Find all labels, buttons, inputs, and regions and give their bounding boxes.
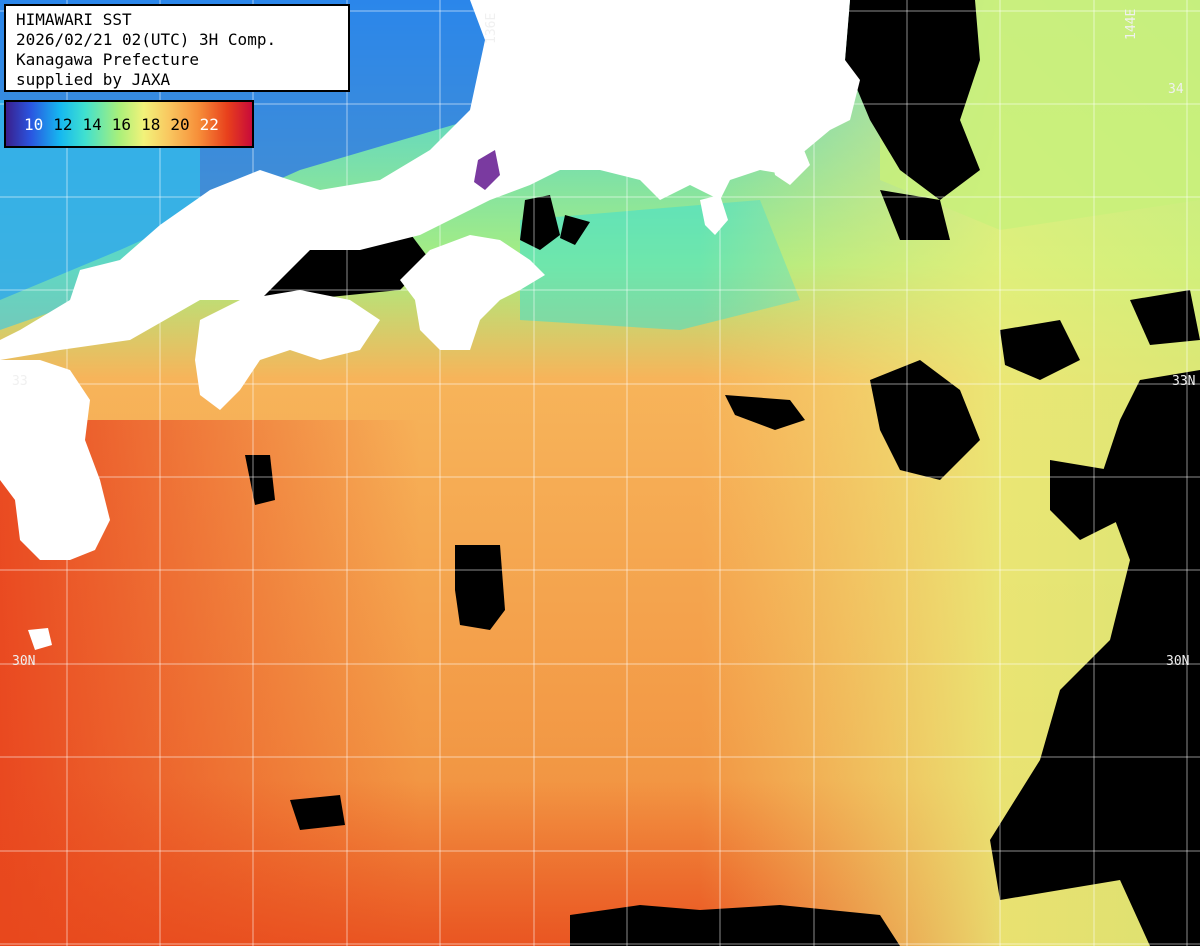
land-honshu [0,0,860,360]
legend-tick: 18 [141,115,161,134]
temperature-color-legend: 10 12 14 16 18 20 22 [4,100,254,148]
land-kyushu [0,360,110,560]
legend-tick: 22 [199,115,219,134]
latitude-label-30n-left: 30N [12,654,36,669]
timestamp-label: 2026/02/21 02(UTC) 3H Comp. [16,30,277,49]
legend-tick: 14 [82,115,102,134]
legend-tick: 12 [53,115,73,134]
longitude-label-136e: 136E [484,12,499,44]
latitude-label-33n-right: 33N [1172,374,1196,389]
map-title-box: HIMAWARI SST 2026/02/21 02(UTC) 3H Comp.… [4,4,350,92]
lake-biwa [474,150,500,190]
latitude-label-34-right: 34 [1168,82,1184,97]
land-kii-peninsula [400,235,545,350]
legend-tick: 16 [111,115,132,134]
legend-tick-labels: 10 12 14 16 18 20 22 [24,115,229,134]
longitude-label-144e: 144E [1124,8,1139,40]
credit-label: supplied by JAXA [16,70,171,89]
legend-tick: 20 [170,115,190,134]
region-label: Kanagawa Prefecture [16,50,200,69]
land-izu-peninsula [700,195,728,235]
latitude-label-33-left: 33 [12,374,28,389]
land-tanegashima [28,628,52,650]
land-shikoku [195,290,380,410]
land-mass [0,0,860,650]
legend-tick: 10 [24,115,44,134]
land-boso-area [770,140,810,185]
latitude-label-30n-right: 30N [1166,654,1190,669]
land-hokuriku [560,0,620,25]
product-title: HIMAWARI SST [16,10,132,29]
